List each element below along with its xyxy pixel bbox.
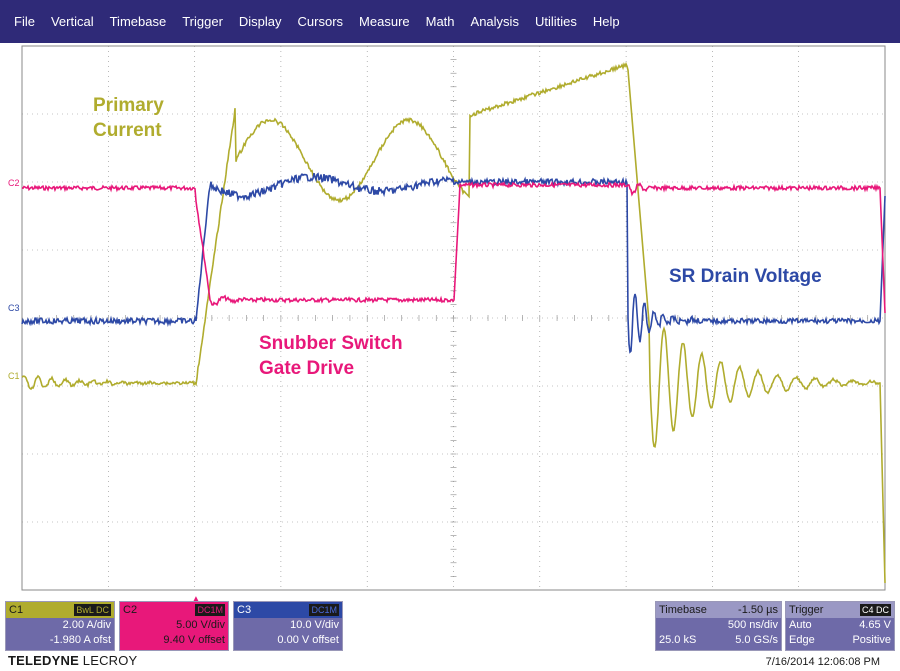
- timebase-tdiv: 500 ns/div: [727, 619, 778, 631]
- menu-bar: File Vertical Timebase Trigger Display C…: [0, 0, 900, 43]
- timebase-rate: 5.0 GS/s: [735, 634, 778, 646]
- c1-name: C1: [9, 604, 24, 616]
- brand-bold: TELEDYNE: [8, 653, 79, 668]
- trigger-position-icon: ▲: [191, 594, 201, 605]
- c3-tags: DC1M: [309, 604, 339, 616]
- menu-timebase[interactable]: Timebase: [109, 14, 167, 29]
- datetime: 7/16/2014 12:06:08 PM: [765, 656, 880, 668]
- timebase-label: Timebase: [659, 604, 707, 616]
- sr-drain-label: SR Drain Voltage: [669, 266, 822, 287]
- snubber-label: Snubber Switch Gate Drive: [259, 331, 403, 381]
- c3-offset: 0.00 V offset: [277, 634, 339, 646]
- menu-analysis[interactable]: Analysis: [470, 14, 519, 29]
- snubber-line1: Snubber Switch: [259, 333, 403, 354]
- primary-current-label: Primary Current: [93, 93, 164, 143]
- brand-rest: LECROY: [78, 653, 138, 668]
- c1-tags: BwL DC: [74, 604, 111, 616]
- timebase-panel[interactable]: Timebase -1.50 µs 500 ns/div 25.0 kS 5.0 …: [655, 601, 782, 651]
- c2-vdiv: 5.00 V/div: [176, 619, 225, 631]
- grid-lines: [21, 45, 886, 591]
- snubber-line2: Gate Drive: [259, 358, 355, 379]
- c3-vdiv: 10.0 V/div: [290, 619, 339, 631]
- menu-math[interactable]: Math: [425, 14, 455, 29]
- c2-marker: C2: [8, 178, 20, 188]
- menu-cursors[interactable]: Cursors: [297, 14, 344, 29]
- c1-offset: -1.980 A ofst: [49, 634, 111, 646]
- primary-current-line2: Current: [93, 120, 162, 141]
- menu-utilities[interactable]: Utilities: [534, 14, 577, 29]
- timebase-delay: -1.50 µs: [738, 604, 778, 616]
- c3-marker: C3: [8, 303, 20, 313]
- c3-name: C3: [237, 604, 252, 616]
- c2-tags: DC1M: [195, 604, 225, 616]
- scope-grid: [21, 45, 886, 591]
- c2-name: C2: [123, 604, 138, 616]
- trigger-panel[interactable]: Trigger C4 DC Auto 4.65 V Edge Positive: [785, 601, 895, 651]
- timebase-samples: 25.0 kS: [659, 634, 697, 646]
- channel-c1-panel[interactable]: C1 BwL DC 2.00 A/div -1.980 A ofst: [5, 601, 115, 651]
- trigger-mode: Auto: [789, 619, 812, 631]
- menu-trigger[interactable]: Trigger: [182, 14, 223, 29]
- trigger-level: 4.65 V: [859, 619, 891, 631]
- c1-marker: C1: [8, 371, 20, 381]
- trigger-slope: Positive: [852, 634, 891, 646]
- trigger-label: Trigger: [789, 604, 824, 616]
- primary-current-line1: Primary: [93, 95, 164, 116]
- trigger-type: Edge: [789, 634, 815, 646]
- menu-measure[interactable]: Measure: [359, 14, 410, 29]
- menu-vertical[interactable]: Vertical: [50, 14, 94, 29]
- menu-display[interactable]: Display: [238, 14, 282, 29]
- menu-file[interactable]: File: [14, 14, 35, 29]
- menu-help[interactable]: Help: [592, 14, 620, 29]
- channel-c3-panel[interactable]: C3 DC1M 10.0 V/div 0.00 V offset: [233, 601, 343, 651]
- trace-c2-gate-drive: [21, 181, 886, 314]
- trigger-source: C4 DC: [859, 604, 891, 616]
- trace-c3-sr-drain: [21, 172, 886, 354]
- c2-offset: 9.40 V offset: [163, 634, 225, 646]
- c1-vdiv: 2.00 A/div: [62, 619, 111, 631]
- channel-c2-panel[interactable]: C2 DC1M 5.00 V/div 9.40 V offset: [119, 601, 229, 651]
- brand-logo: TELEDYNE LECROY: [8, 653, 137, 668]
